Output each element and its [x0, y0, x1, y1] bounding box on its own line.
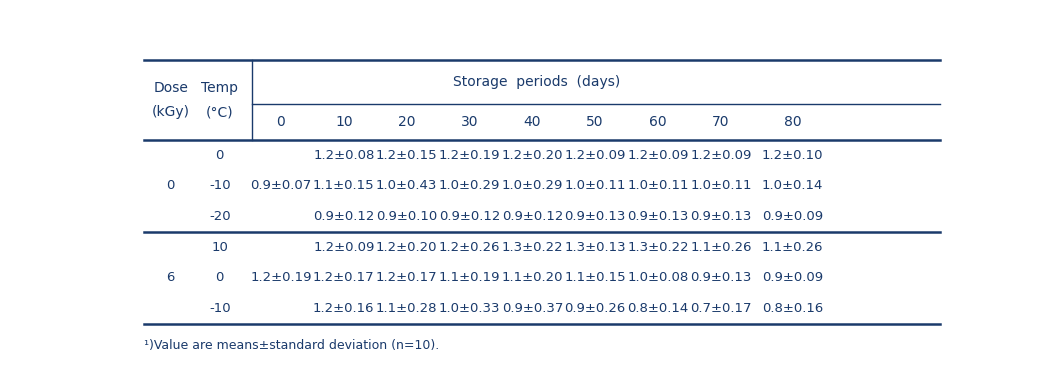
Text: 0.9±0.12: 0.9±0.12	[501, 210, 563, 223]
Text: 0.9±0.10: 0.9±0.10	[376, 210, 437, 223]
Text: 1.0±0.29: 1.0±0.29	[501, 179, 563, 192]
Text: 1.2±0.17: 1.2±0.17	[376, 271, 437, 284]
Text: 0: 0	[166, 179, 175, 192]
Text: -10: -10	[208, 302, 231, 315]
Text: 20: 20	[398, 115, 415, 129]
Text: 1.2±0.20: 1.2±0.20	[501, 149, 563, 162]
Text: 1.0±0.11: 1.0±0.11	[690, 179, 752, 192]
Text: 0.9±0.09: 0.9±0.09	[762, 271, 823, 284]
Text: 0.9±0.12: 0.9±0.12	[439, 210, 500, 223]
Text: (°C): (°C)	[206, 105, 234, 119]
Text: 70: 70	[712, 115, 730, 129]
Text: 1.2±0.26: 1.2±0.26	[439, 241, 500, 254]
Text: Dose: Dose	[154, 81, 188, 95]
Text: 1.2±0.09: 1.2±0.09	[313, 241, 375, 254]
Text: 0.9±0.13: 0.9±0.13	[690, 210, 752, 223]
Text: 1.2±0.17: 1.2±0.17	[313, 271, 375, 284]
Text: 1.0±0.11: 1.0±0.11	[628, 179, 689, 192]
Text: 0: 0	[216, 149, 224, 162]
Text: 6: 6	[166, 271, 175, 284]
Text: 1.1±0.15: 1.1±0.15	[313, 179, 375, 192]
Text: (kGy): (kGy)	[152, 105, 190, 119]
Text: Storage  periods  (days): Storage periods (days)	[453, 75, 620, 89]
Text: 0: 0	[216, 271, 224, 284]
Text: 0: 0	[277, 115, 285, 129]
Text: 1.2±0.16: 1.2±0.16	[313, 302, 375, 315]
Text: 1.1±0.28: 1.1±0.28	[376, 302, 437, 315]
Text: -10: -10	[208, 179, 231, 192]
Text: 1.2±0.09: 1.2±0.09	[628, 149, 689, 162]
Text: 40: 40	[523, 115, 541, 129]
Text: 0.8±0.16: 0.8±0.16	[762, 302, 823, 315]
Text: 0.9±0.07: 0.9±0.07	[251, 179, 312, 192]
Text: 1.0±0.29: 1.0±0.29	[439, 179, 500, 192]
Text: 10: 10	[335, 115, 353, 129]
Text: 1.2±0.09: 1.2±0.09	[690, 149, 752, 162]
Text: 0.9±0.26: 0.9±0.26	[564, 302, 625, 315]
Text: 1.0±0.11: 1.0±0.11	[564, 179, 625, 192]
Text: 0.9±0.09: 0.9±0.09	[762, 210, 823, 223]
Text: 1.0±0.14: 1.0±0.14	[762, 179, 823, 192]
Text: 1.1±0.26: 1.1±0.26	[690, 241, 752, 254]
Text: 1.3±0.13: 1.3±0.13	[564, 241, 625, 254]
Text: 1.2±0.15: 1.2±0.15	[376, 149, 437, 162]
Text: 1.1±0.15: 1.1±0.15	[564, 271, 625, 284]
Text: 1.2±0.09: 1.2±0.09	[564, 149, 625, 162]
Text: 1.2±0.10: 1.2±0.10	[762, 149, 823, 162]
Text: 1.0±0.43: 1.0±0.43	[376, 179, 437, 192]
Text: 1.2±0.19: 1.2±0.19	[439, 149, 500, 162]
Text: 0.7±0.17: 0.7±0.17	[690, 302, 752, 315]
Text: 50: 50	[587, 115, 604, 129]
Text: 10: 10	[212, 241, 229, 254]
Text: ¹)Value are means±standard deviation (n=10).: ¹)Value are means±standard deviation (n=…	[144, 339, 439, 352]
Text: 1.2±0.20: 1.2±0.20	[376, 241, 437, 254]
Text: 1.2±0.19: 1.2±0.19	[251, 271, 312, 284]
Text: 1.3±0.22: 1.3±0.22	[628, 241, 689, 254]
Text: 60: 60	[650, 115, 667, 129]
Text: 30: 30	[461, 115, 478, 129]
Text: 0.9±0.13: 0.9±0.13	[628, 210, 689, 223]
Text: 1.3±0.22: 1.3±0.22	[501, 241, 563, 254]
Text: 0.9±0.13: 0.9±0.13	[564, 210, 625, 223]
Text: 0.9±0.13: 0.9±0.13	[690, 271, 752, 284]
Text: 1.2±0.08: 1.2±0.08	[313, 149, 375, 162]
Text: 0.9±0.37: 0.9±0.37	[501, 302, 563, 315]
Text: 80: 80	[783, 115, 801, 129]
Text: Temp: Temp	[201, 81, 238, 95]
Text: 1.0±0.33: 1.0±0.33	[439, 302, 500, 315]
Text: 1.1±0.20: 1.1±0.20	[501, 271, 563, 284]
Text: 1.0±0.08: 1.0±0.08	[628, 271, 689, 284]
Text: 0.9±0.12: 0.9±0.12	[313, 210, 375, 223]
Text: 1.1±0.26: 1.1±0.26	[762, 241, 823, 254]
Text: 1.1±0.19: 1.1±0.19	[439, 271, 500, 284]
Text: -20: -20	[208, 210, 231, 223]
Text: 0.8±0.14: 0.8±0.14	[628, 302, 689, 315]
